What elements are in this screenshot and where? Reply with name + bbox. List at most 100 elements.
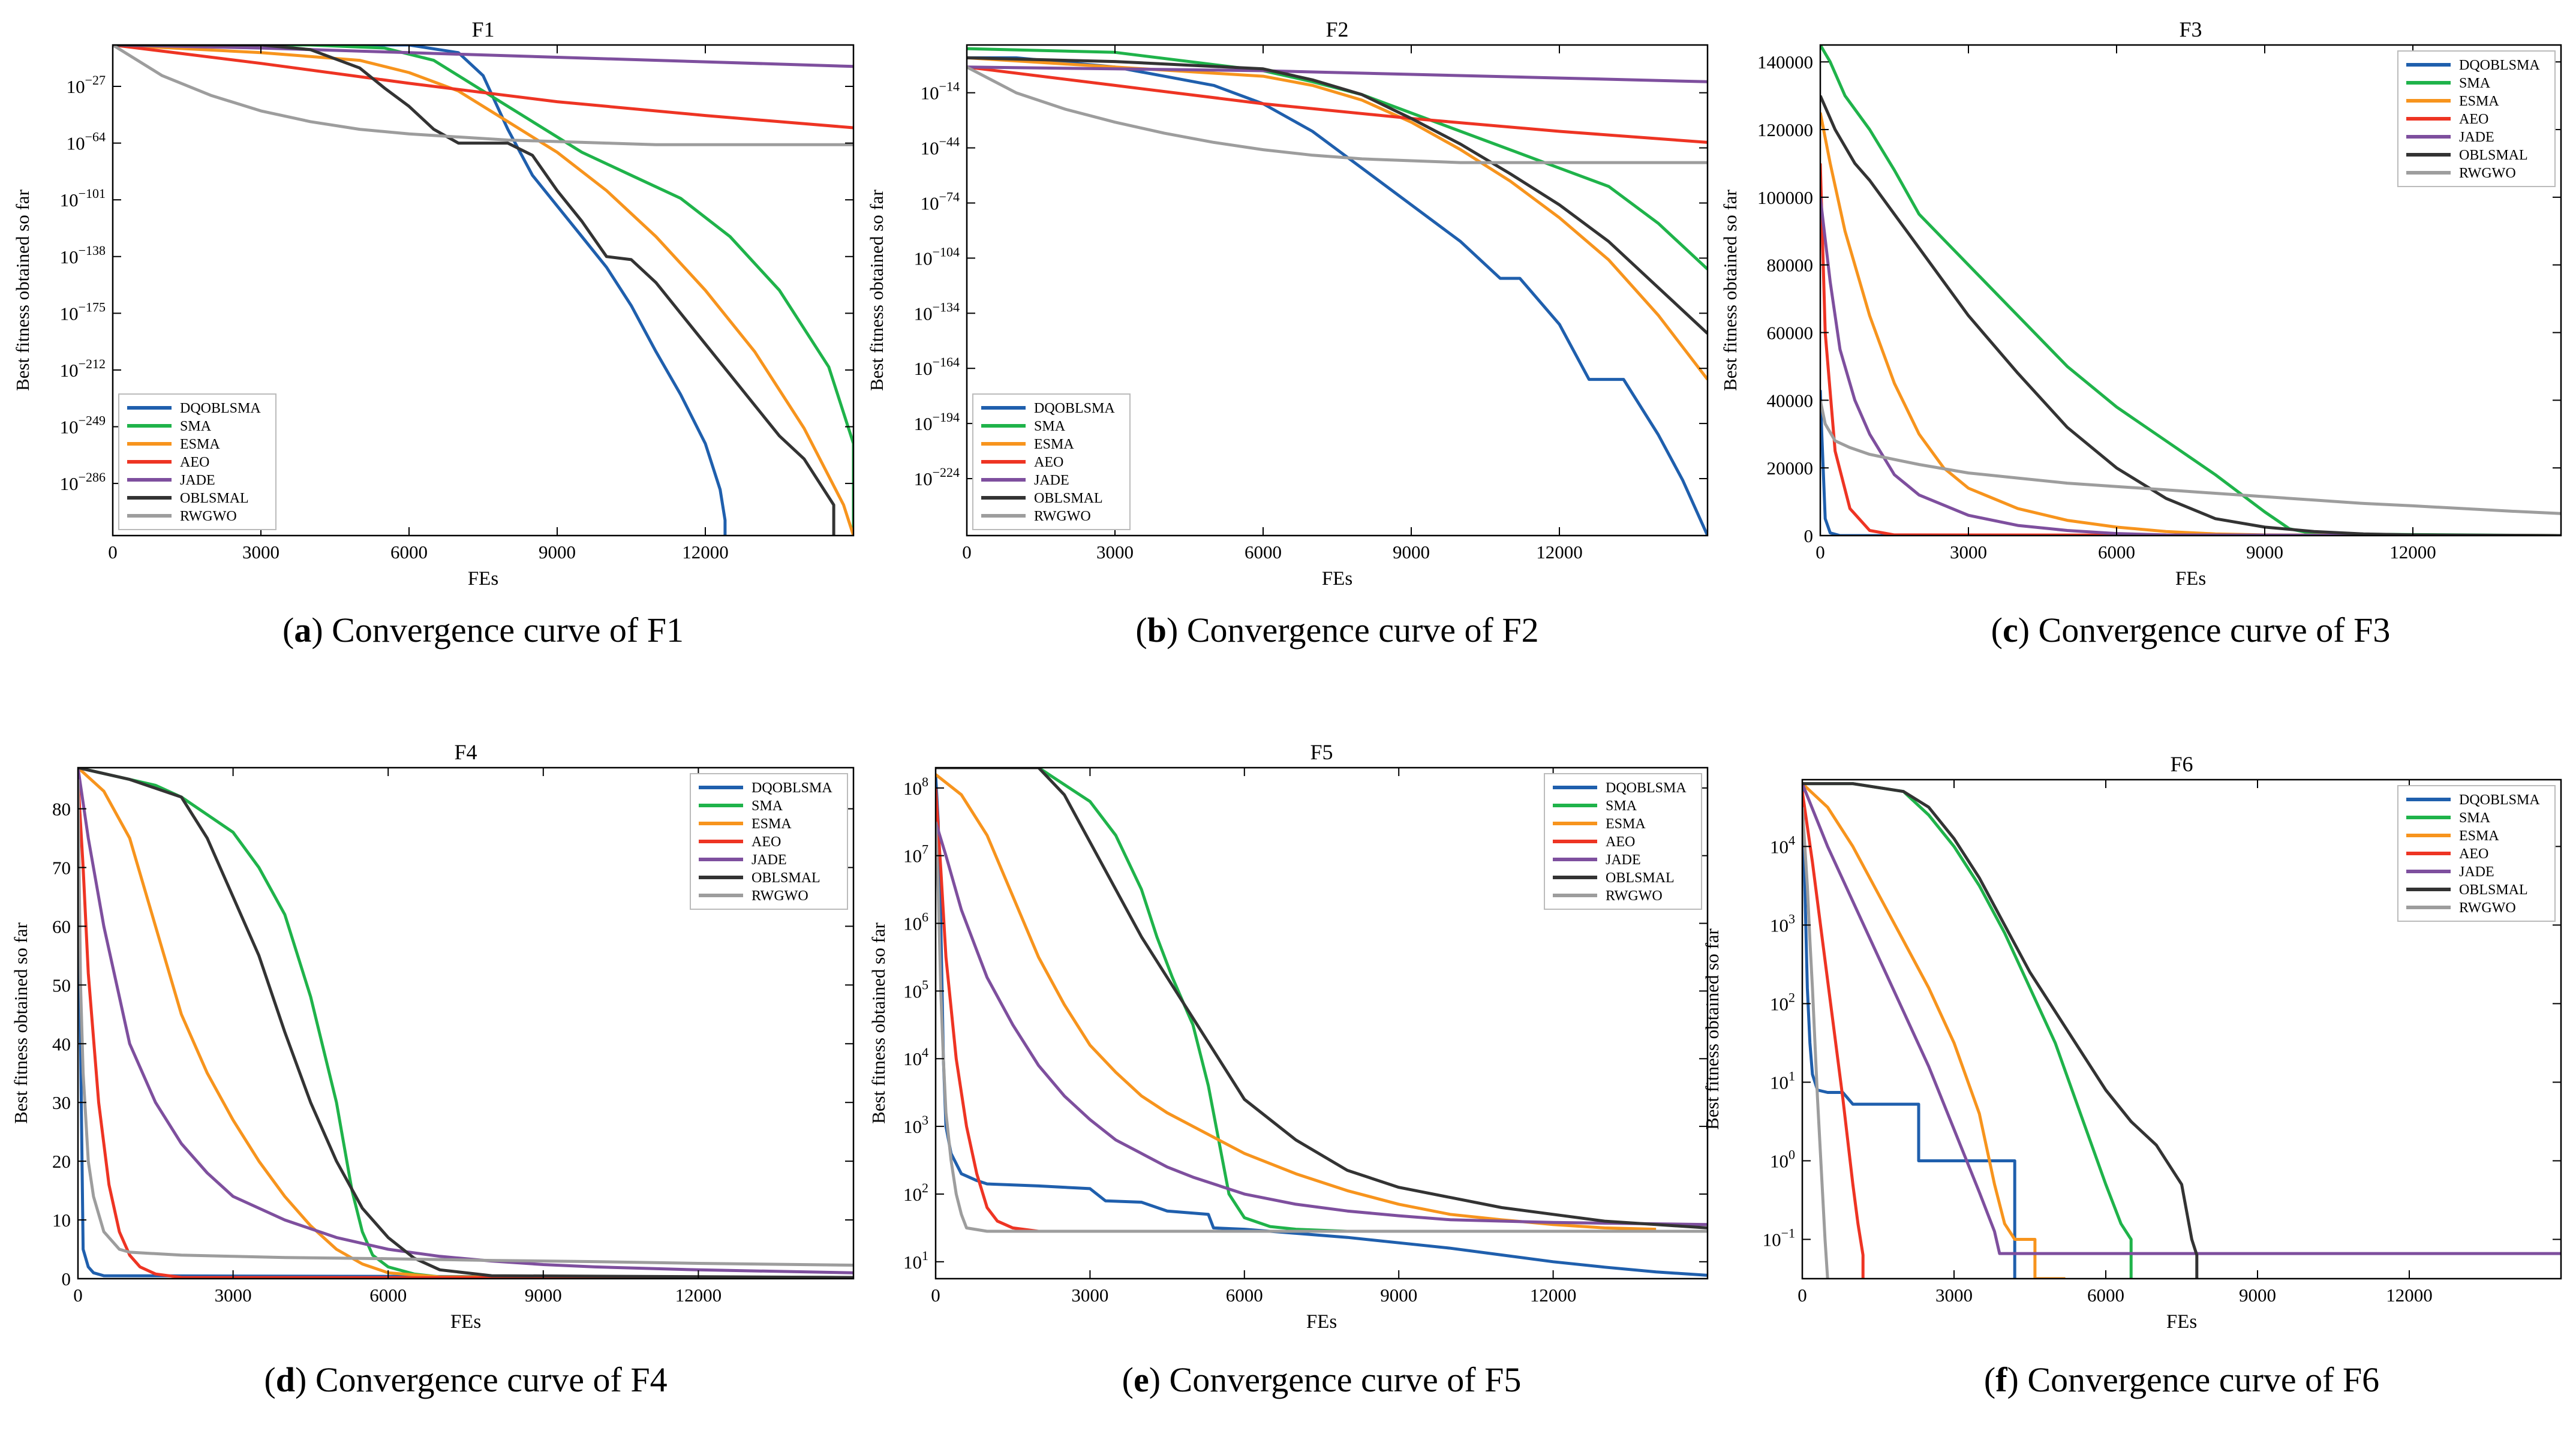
x-axis-label: FEs: [1306, 1311, 1337, 1333]
series-line-esma: [936, 773, 1657, 1231]
x-tick-label: 6000: [390, 542, 428, 563]
y-tick-label: 10−194: [914, 410, 960, 434]
y-tick-label: 50: [52, 975, 71, 996]
x-tick-label: 12000: [1536, 542, 1583, 563]
legend-label-rwgwo: RWGWO: [2459, 900, 2516, 916]
y-axis-label: Best fitness obtained so far: [1720, 189, 1741, 390]
legend-label-sma: SMA: [180, 419, 212, 434]
x-tick-label: 9000: [2246, 542, 2283, 563]
y-tick-label: 10−175: [60, 299, 106, 324]
legend-label-oblsmal: OBLSMAL: [2459, 148, 2528, 163]
legend-label-oblsmal: OBLSMAL: [2459, 882, 2528, 898]
legend: DQOBLSMA SMA ESMA AEO JADE OBLSMAL RWGWO: [118, 393, 276, 530]
y-tick-label: 103: [1770, 911, 1795, 936]
x-axis-label: FEs: [2166, 1311, 2197, 1333]
y-tick-label: 108: [903, 774, 928, 799]
panel-F3: 0 3000 6000 9000 120000200004000060000800001…: [1720, 17, 2562, 650]
series-line-aeo: [1802, 791, 1865, 1279]
legend-label-rwgwo: RWGWO: [1034, 509, 1091, 524]
y-tick-label: 70: [52, 857, 71, 878]
chart-title: F5: [1310, 740, 1333, 764]
y-tick-label: 101: [1770, 1068, 1795, 1093]
y-tick-label: 20: [52, 1151, 71, 1172]
y-tick-label: 10−138: [60, 243, 106, 267]
x-axis-label: FEs: [468, 568, 498, 590]
y-tick-label: 10−14: [921, 79, 960, 104]
legend-label-esma: ESMA: [1606, 816, 1646, 832]
series-line-oblsmal: [967, 56, 1708, 335]
y-tick-label: 60000: [1767, 323, 1814, 344]
series-line-esma: [1820, 112, 2561, 536]
series-line-rwgwo: [113, 45, 853, 146]
legend-label-aeo: AEO: [752, 834, 781, 850]
y-tick-label: 105: [903, 977, 928, 1002]
y-tick-label: 10−134: [914, 299, 960, 324]
legend-label-jade: JADE: [180, 473, 215, 488]
chart-title: F2: [1325, 17, 1348, 41]
series-line-aeo: [78, 779, 853, 1279]
y-tick-label: 102: [903, 1180, 928, 1205]
series-line-aeo: [113, 45, 853, 130]
x-tick-label: 6000: [2098, 542, 2135, 563]
series-line-sma: [1820, 45, 2561, 536]
y-tick-label: 10−64: [67, 130, 106, 154]
y-tick-label: 10−1: [1763, 1225, 1795, 1250]
x-tick-label: 3000: [1950, 542, 1987, 563]
x-tick-label: 0: [73, 1285, 83, 1306]
legend: DQOBLSMA SMA ESMA AEO JADE OBLSMAL RWGWO: [1544, 773, 1702, 910]
x-axis-label: FEs: [1322, 568, 1352, 590]
legend-label-dqoblsma: DQOBLSMA: [1606, 780, 1687, 796]
y-tick-label: 10−44: [921, 134, 960, 159]
y-tick-label: 10−101: [60, 186, 106, 211]
series-line-jade: [967, 65, 1708, 83]
x-tick-label: 3000: [215, 1285, 252, 1306]
series-line-rwgwo: [1802, 807, 1829, 1279]
legend-label-aeo: AEO: [180, 455, 209, 470]
x-tick-label: 9000: [1393, 542, 1430, 563]
x-tick-label: 6000: [1245, 542, 1282, 563]
series-line-oblsmal: [936, 768, 1708, 1229]
legend-label-sma: SMA: [2459, 76, 2491, 91]
x-tick-label: 0: [931, 1285, 940, 1306]
x-tick-label: 3000: [1071, 1285, 1108, 1306]
panel-F5: 0 3000 6000 9000 12000 101 102 103 104 105 106 107 1…: [868, 740, 1709, 1399]
legend-label-dqoblsma: DQOBLSMA: [180, 401, 261, 416]
series-line-aeo: [967, 65, 1708, 144]
legend-label-rwgwo: RWGWO: [1606, 888, 1663, 904]
panel-F6: 0 3000 6000 9000 12000 10−1 100 101 102 103 104 F6 F…: [1702, 752, 2562, 1399]
series-line-rwgwo: [78, 779, 853, 1267]
legend-label-sma: SMA: [1606, 798, 1637, 814]
y-tick-label: 140000: [1757, 52, 1813, 73]
x-tick-label: 0: [1815, 542, 1825, 563]
axes-frame: [934, 766, 1709, 1280]
y-tick-label: 120000: [1757, 119, 1813, 140]
series-line-esma: [1802, 782, 2066, 1279]
x-tick-label: 12000: [2389, 542, 2436, 563]
y-tick-label: 106: [903, 910, 928, 934]
x-tick-label: 3000: [242, 542, 279, 563]
y-tick-label: 10−212: [60, 356, 106, 381]
legend-label-jade: JADE: [752, 852, 787, 868]
legend: DQOBLSMA SMA ESMA AEO JADE OBLSMAL RWGWO: [690, 773, 848, 910]
y-tick-label: 10−249: [60, 413, 106, 438]
y-tick-label: 100000: [1757, 187, 1813, 208]
panel-F1: 0 3000 6000 9000 12000 10−27 10−64 10−101 10−138…: [12, 17, 855, 650]
x-tick-label: 9000: [1380, 1285, 1417, 1306]
legend-label-dqoblsma: DQOBLSMA: [2459, 58, 2540, 73]
legend-label-dqoblsma: DQOBLSMA: [752, 780, 832, 796]
y-tick-label: 60: [52, 916, 71, 937]
x-tick-label: 9000: [539, 542, 576, 563]
caption: (b) Convergence curve of F2: [1135, 611, 1538, 650]
series-line-jade: [1820, 197, 2561, 536]
legend-label-sma: SMA: [2459, 810, 2491, 826]
x-tick-label: 3000: [1096, 542, 1134, 563]
y-tick-label: 0: [62, 1268, 71, 1289]
y-tick-label: 10−74: [921, 189, 960, 214]
x-tick-label: 12000: [1530, 1285, 1577, 1306]
series-line-rwgwo: [967, 65, 1708, 164]
y-tick-label: 10−286: [60, 470, 106, 494]
series-line-jade: [936, 821, 1708, 1226]
legend-label-oblsmal: OBLSMAL: [1606, 870, 1675, 886]
x-tick-label: 12000: [682, 542, 729, 563]
